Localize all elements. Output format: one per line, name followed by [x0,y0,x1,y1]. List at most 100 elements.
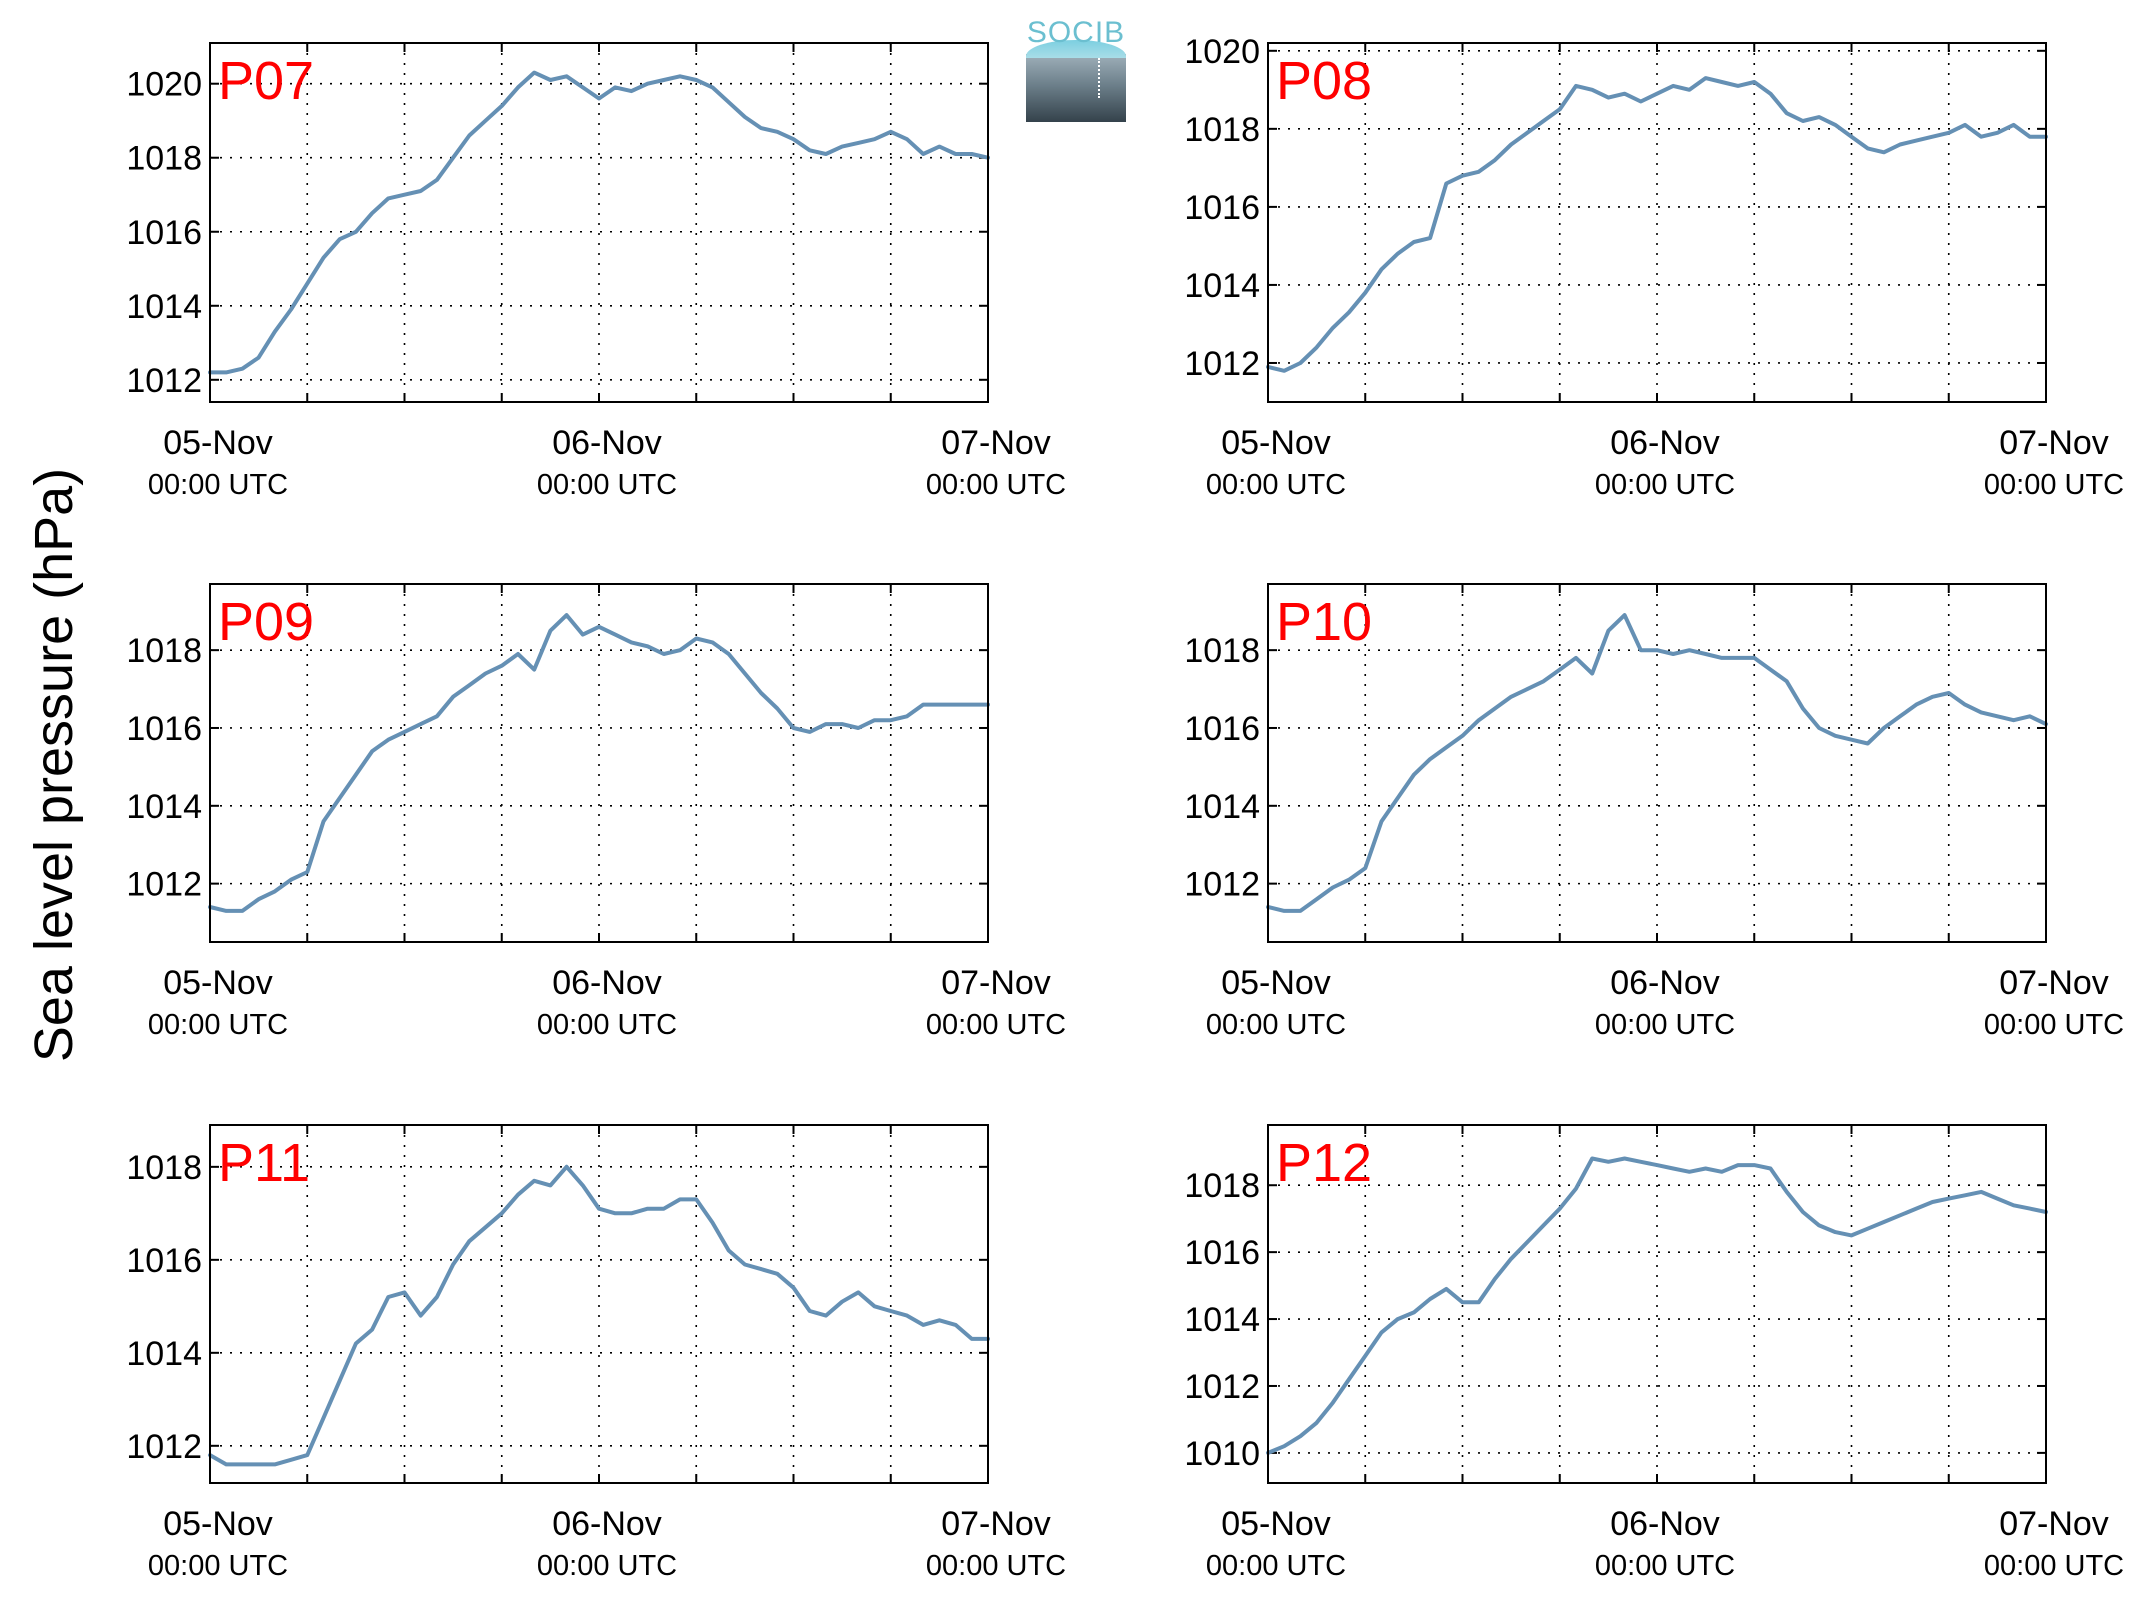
y-tick-label: 1016 [1184,710,1260,748]
logo-dash [1098,58,1100,98]
x-tick-label-time: 00:00 UTC [1595,1550,1735,1582]
x-tick-label-time: 00:00 UTC [926,1550,1066,1582]
y-tick-label: 1016 [1184,189,1260,227]
x-tick-label-time: 00:00 UTC [148,1550,288,1582]
plot-area [1268,43,2046,402]
chart-panel-p11: 1012 1014 1016 1018 05-Nov 00:00 UTC 06-Nov 00:… [126,1124,1066,1582]
y-tick-label: 1012 [1184,345,1260,383]
x-tick-label-day: 07-Nov [941,964,1051,1002]
chart-panel-p10: 1012 1014 1016 1018 05-Nov 00:00 UTC 06-Nov 00:… [1184,583,2124,1041]
x-tick-label-time: 00:00 UTC [537,469,677,501]
y-tick-label: 1014 [1184,267,1260,305]
x-tick-label-time: 00:00 UTC [537,1550,677,1582]
x-tick-label-day: 07-Nov [941,424,1051,462]
y-tick-label: 1012 [126,866,202,904]
station-label: P09 [218,592,314,652]
x-tick-label-time: 00:00 UTC [1206,1009,1346,1041]
logo-wave [1026,40,1126,58]
plot-area [210,584,988,942]
y-tick-label: 1018 [126,632,202,670]
x-tick-label-time: 00:00 UTC [1984,469,2124,501]
y-tick-label: 1014 [1184,1301,1260,1339]
y-tick-label: 1016 [126,214,202,252]
x-tick-label-day: 06-Nov [552,1505,662,1543]
y-tick-label: 1018 [1184,632,1260,670]
x-tick-label-day: 05-Nov [1221,424,1331,462]
x-tick-label-day: 05-Nov [163,964,273,1002]
chart-panel-p12: 1010 1012 1014 1016 1018 05-Nov 00:00 UTC 06-No… [1184,1124,2124,1582]
series-line [208,70,990,375]
axes-frame [1267,583,2047,943]
station-label: P07 [218,51,314,111]
series-line [208,1164,990,1467]
x-tick-label-time: 00:00 UTC [1984,1009,2124,1041]
x-tick-label-day: 07-Nov [941,1505,1051,1543]
chart-panels: 1012 1014 1016 1018 1020 05-Nov 00:00 UTC 06-No… [126,33,2124,1582]
y-tick-label: 1010 [1184,1435,1260,1473]
station-label: P11 [218,1133,310,1193]
x-tick-label-time: 00:00 UTC [1595,1009,1735,1041]
series-line [1266,1156,2048,1455]
x-tick-label-day: 05-Nov [1221,964,1331,1002]
plot-area [210,1125,988,1483]
station-label: P12 [1276,1133,1372,1193]
axes-frame [209,1124,989,1484]
x-tick-label-time: 00:00 UTC [926,1009,1066,1041]
axes-frame [209,583,989,943]
y-tick-label: 1016 [126,1242,202,1280]
x-tick-label-time: 00:00 UTC [148,1009,288,1041]
x-tick-label-day: 06-Nov [1610,424,1720,462]
x-tick-label-day: 05-Nov [163,424,273,462]
y-tick-label: 1012 [126,1428,202,1466]
x-tick-label-day: 06-Nov [552,964,662,1002]
series-line [1266,76,2048,373]
chart-panel-p08: 1012 1014 1016 1018 1020 05-Nov 00:00 UTC 06-No… [1184,33,2124,501]
x-tick-label-time: 00:00 UTC [148,469,288,501]
plot-area [1268,584,2046,942]
x-tick-label-day: 07-Nov [1999,964,2109,1002]
x-tick-label-day: 07-Nov [1999,1505,2109,1543]
axes-frame [1267,42,2047,403]
x-tick-label-time: 00:00 UTC [1206,1550,1346,1582]
y-tick-label: 1014 [126,1335,202,1373]
y-tick-label: 1012 [1184,866,1260,904]
station-label: P08 [1276,51,1372,111]
axes-frame [209,42,989,403]
x-tick-label-day: 06-Nov [1610,1505,1720,1543]
y-tick-label: 1018 [126,1149,202,1187]
plot-area [210,43,988,402]
series-line [1266,613,2048,913]
y-tick-label: 1018 [1184,1167,1260,1205]
logo-mark [1026,54,1126,122]
x-tick-label-time: 00:00 UTC [1595,469,1735,501]
y-tick-label: 1016 [1184,1234,1260,1272]
y-tick-label: 1014 [1184,788,1260,826]
x-tick-label-day: 07-Nov [1999,424,2109,462]
x-tick-label-time: 00:00 UTC [1206,469,1346,501]
y-tick-label: 1016 [126,710,202,748]
x-tick-label-day: 06-Nov [552,424,662,462]
series-line [208,613,990,913]
y-tick-label: 1014 [126,788,202,826]
axes-frame [1267,1124,2047,1484]
plot-area [1268,1125,2046,1483]
logo-text: SOCIB [1026,16,1126,49]
y-tick-label: 1012 [126,362,202,400]
x-tick-label-day: 06-Nov [1610,964,1720,1002]
y-tick-label: 1020 [1184,33,1260,71]
x-tick-label-time: 00:00 UTC [537,1009,677,1041]
y-tick-label: 1012 [1184,1368,1260,1406]
y-tick-label: 1018 [1184,111,1260,149]
chart-panel-p07: 1012 1014 1016 1018 1020 05-Nov 00:00 UTC 06-No… [126,42,1066,501]
x-tick-label-time: 00:00 UTC [1984,1550,2124,1582]
y-tick-label: 1020 [126,66,202,104]
x-tick-label-day: 05-Nov [163,1505,273,1543]
y-axis-label: Sea level pressure (hPa) [24,468,84,1062]
socib-logo: SOCIB [1026,14,1126,122]
x-tick-label-day: 05-Nov [1221,1505,1331,1543]
station-label: P10 [1276,592,1372,652]
y-tick-label: 1014 [126,288,202,326]
chart-panel-p09: 1012 1014 1016 1018 05-Nov 00:00 UTC 06-Nov 00:… [126,583,1066,1041]
y-tick-label: 1018 [126,140,202,178]
